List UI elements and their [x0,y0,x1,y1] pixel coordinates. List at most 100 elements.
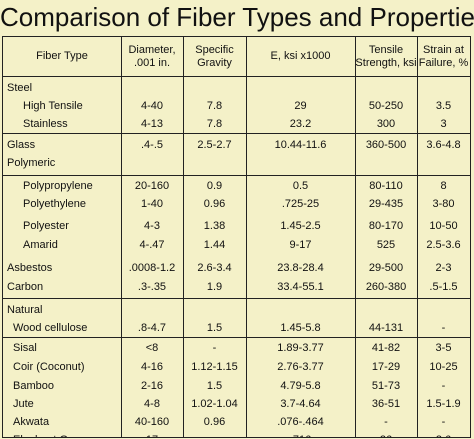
cell-specific-gravity: 7.8 [206,118,223,130]
row-divider [3,133,470,134]
header-elastic-modulus: E, ksi x1000 [270,50,331,62]
cell-strain-at-failure: 2-3 [435,262,452,274]
cell-tensile-strength: 80-110 [369,180,403,192]
cell-specific-gravity: 0.9 [206,180,223,192]
table-row: Polyethylene 1-40 0.96 .725-25 29-435 3-80 [3,195,470,213]
cell-fiber-type: Akwata [13,416,50,428]
row-divider [3,76,470,77]
cell-fiber-type: Asbestos [7,262,53,274]
cell-elastic-modulus [246,79,355,97]
cell-diameter: <8 [145,342,159,354]
cell-specific-gravity: 1.02-1.04 [191,398,238,410]
cell-diameter: .0008-1.2 [128,262,176,274]
cell-strain-at-failure: 8 [440,180,447,192]
cell-strain-at-failure: 3.5 [435,100,452,112]
cell-strain-at-failure: 3-5 [435,342,452,354]
cell-strain-at-failure [417,154,470,172]
cell-diameter: 4-8 [144,398,160,410]
cell-specific-gravity: 1.12-1.15 [191,361,238,373]
cell-tensile-strength: 41-82 [371,342,401,354]
table-row: Polypropylene 20-160 0.9 0.5 80-110 8 [3,177,470,195]
table-header: Fiber Type Diameter, .001 in. Specific Gra… [3,37,470,76]
row-divider [3,175,470,176]
cell-elastic-modulus: 23.2 [289,118,312,130]
table-row: Polymeric [3,154,470,172]
cell-strain-at-failure [417,301,470,319]
cell-strain-at-failure: - [441,416,446,428]
cell-strain-at-failure: 10-25 [429,361,458,373]
cell-strain-at-failure: 1.5-1.9 [426,398,461,410]
table-row: Bamboo 2-16 1.5 4.79-5.8 51-73 - [3,377,470,395]
cell-diameter: 1-40 [140,198,164,210]
cell-fiber-type: High Tensile [23,100,83,112]
cell-diameter [121,301,183,319]
cell-fiber-type: Polymeric [7,157,56,169]
cell-strain-at-failure [417,79,470,97]
cell-tensile-strength: 525 [376,239,396,251]
cell-specific-gravity: - [183,431,246,437]
cell-tensile-strength: 29-435 [368,198,404,210]
cell-diameter [121,154,183,172]
cell-tensile-strength [355,301,417,319]
cell-elastic-modulus: 1.45-2.5 [280,220,321,232]
cell-fiber-type: Polypropylene [23,180,93,192]
cell-fiber-type: Elephant Grass [13,431,121,437]
cell-specific-gravity [183,301,246,319]
cell-elastic-modulus: 1.89-3.77 [277,342,324,354]
cell-specific-gravity: - [212,342,217,354]
cell-strain-at-failure: 3-80 [432,198,455,210]
cell-elastic-modulus: 9-17 [289,239,312,251]
cell-specific-gravity: 1.5 [206,322,223,334]
cell-tensile-strength: 29-500 [368,262,404,274]
cell-diameter: 4-40 [140,100,164,112]
cell-strain-at-failure: - [441,322,446,334]
table-row: Stainless 4-13 7.8 23.2 300 3 [3,115,470,133]
cell-fiber-type: Amarid [23,239,58,251]
cell-elastic-modulus: .725-25 [281,198,320,210]
row-divider [3,298,470,299]
table-row: High Tensile 4-40 7.8 29 50-250 3.5 [3,97,470,115]
cell-diameter: 2-16 [140,380,164,392]
cell-diameter: .4-.5 [140,139,163,151]
row-divider [3,337,470,338]
cell-specific-gravity: 0.96 [203,416,226,428]
column-divider [183,37,184,437]
cell-specific-gravity: 1.38 [203,220,226,232]
cell-fiber-type: Bamboo [13,380,54,392]
header-diameter: Diameter, .001 in. [128,43,176,69]
header-specific-gravity: Specific Gravity [195,43,234,69]
column-divider [355,37,356,437]
page-title: Comparison of Fiber Types and Properties [0,2,474,32]
cell-diameter: 4-16 [140,361,164,373]
cell-fiber-type: Polyethylene [23,198,86,210]
cell-strain-at-failure: - [441,380,446,392]
cell-elastic-modulus: 33.4-55.1 [277,281,324,293]
cell-specific-gravity [183,154,246,172]
cell-diameter: .3-.35 [137,281,167,293]
cell-specific-gravity: 1.44 [203,239,226,251]
cell-strain-at-failure: 10-50 [429,220,458,232]
cell-strain-at-failure: 3.6-4.8 [426,139,461,151]
cell-strain-at-failure: 3 [440,118,447,130]
table-row: Sisal <8 - 1.89-3.77 41-82 3-5 [3,339,470,357]
cell-tensile-strength: 26 [355,431,417,437]
table-row: Steel [3,79,470,97]
cell-fiber-type: Stainless [23,118,68,130]
column-divider [246,37,247,437]
cell-fiber-type: Natural [7,304,43,316]
cell-elastic-modulus: 0.5 [292,180,309,192]
cell-diameter: .8-4.7 [137,322,167,334]
cell-tensile-strength [355,154,417,172]
table-row: Glass .4-.5 2.5-2.7 10.44-11.6 360-500 3.6-4.… [3,136,470,154]
table-row: Coir (Coconut) 4-16 1.12-1.15 2.76-3.77 17-2… [3,358,470,376]
cell-elastic-modulus: .076-.464 [277,416,324,428]
table-row: Jute 4-8 1.02-1.04 3.7-4.64 36-51 1.5-1.9 [3,395,470,413]
cell-strain-at-failure: .5-1.5 [429,281,458,293]
cell-specific-gravity: 2.6-3.4 [197,262,232,274]
table-row: Akwata 40-160 0.96 .076-.464 - - [3,413,470,431]
cell-specific-gravity: 7.8 [206,100,223,112]
cell-elastic-modulus: 10.44-11.6 [274,139,327,151]
table-row: Polyester 4-3 1.38 1.45-2.5 80-170 10-50 [3,217,470,235]
table-row: Carbon .3-.35 1.9 33.4-55.1 260-380 .5-1.5 [3,278,470,296]
cell-diameter: 20-160 [134,180,170,192]
